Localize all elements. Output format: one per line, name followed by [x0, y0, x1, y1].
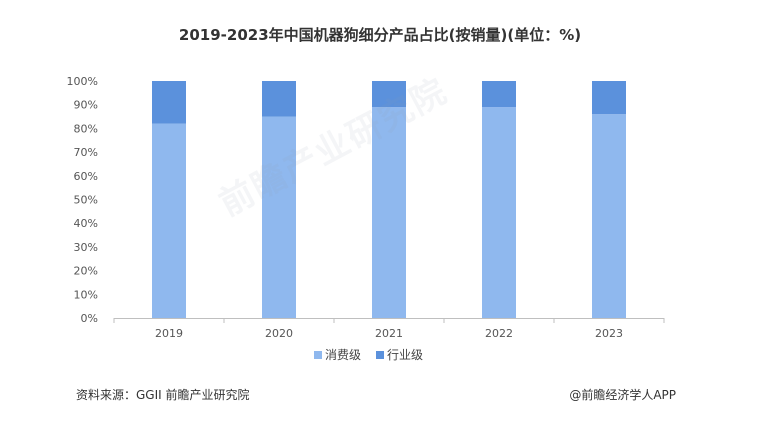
bar-industry-2023 [592, 81, 626, 115]
y-tick-label: 90% [74, 99, 98, 112]
legend-label-consumer: 消费级 [325, 348, 361, 362]
x-tick-label: 2020 [265, 327, 293, 340]
bar-industry-2022 [482, 81, 516, 108]
x-axis-ticks: 2019 2020 2021 2022 2023 [113, 318, 665, 340]
y-tick-label: 10% [74, 288, 98, 301]
legend-swatch-consumer [314, 351, 322, 359]
x-tick-label: 2022 [485, 327, 513, 340]
y-tick-label: 70% [74, 146, 98, 159]
y-tick-label: 50% [74, 194, 98, 207]
legend-swatch-industry [376, 351, 384, 359]
y-tick-label: 80% [74, 122, 98, 135]
credit-note: @前瞻经济学人APP [569, 388, 676, 402]
y-tick-label: 40% [74, 217, 98, 230]
y-tick-label: 30% [74, 241, 98, 254]
y-tick-label: 20% [74, 265, 98, 278]
bar-consumer-2020 [262, 116, 296, 318]
bar-consumer-2022 [482, 107, 516, 318]
bar-consumer-2023 [592, 114, 626, 319]
x-tick-label: 2021 [375, 327, 403, 340]
bar-industry-2020 [262, 81, 296, 117]
chart-title: 2019-2023年中国机器狗细分产品占比(按销量)(单位：%) [178, 26, 582, 44]
bar-industry-2021 [372, 81, 406, 108]
bar-consumer-2019 [152, 123, 186, 318]
y-axis-ticks: 0% 10% 20% 30% 40% 50% 60% 70% 80% 90% 100% [67, 75, 98, 325]
y-tick-label: 0% [81, 312, 98, 325]
legend: 消费级 行业级 [314, 348, 423, 362]
bar-industry-2019 [152, 81, 186, 124]
source-note: 资料来源：GGII 前瞻产业研究院 [76, 388, 250, 402]
legend-label-industry: 行业级 [387, 348, 423, 362]
bar-consumer-2021 [372, 107, 406, 318]
x-tick-label: 2023 [595, 327, 623, 340]
x-tick-label: 2019 [155, 327, 183, 340]
bars-group [152, 81, 626, 319]
y-tick-label: 60% [74, 170, 98, 183]
y-tick-label: 100% [67, 75, 98, 88]
